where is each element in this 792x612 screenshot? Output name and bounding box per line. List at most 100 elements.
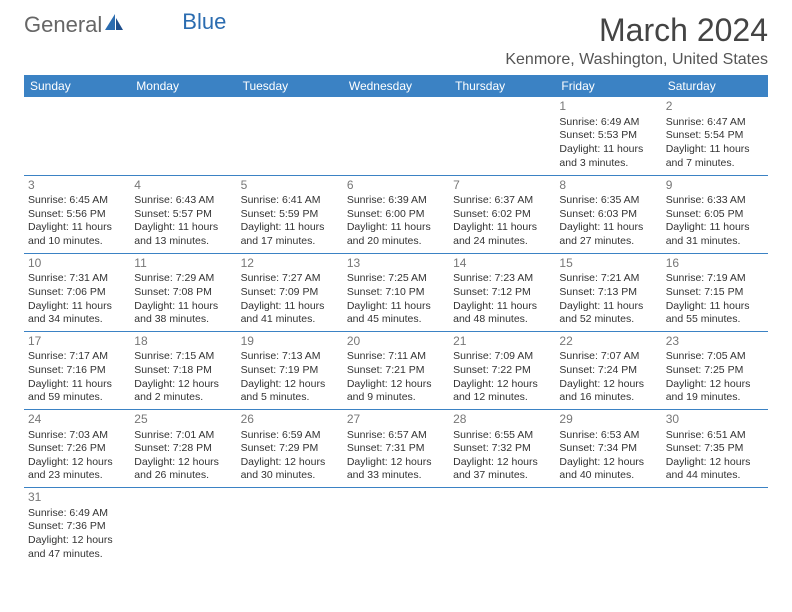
calendar-day-cell (237, 488, 343, 566)
daylight1-text: Daylight: 12 hours (134, 456, 232, 470)
calendar-day-cell: 21Sunrise: 7:09 AMSunset: 7:22 PMDayligh… (449, 331, 555, 409)
day-number: 10 (28, 256, 126, 272)
sunset-text: Sunset: 5:57 PM (134, 208, 232, 222)
calendar-day-cell (449, 488, 555, 566)
daylight1-text: Daylight: 11 hours (347, 221, 445, 235)
sunrise-text: Sunrise: 6:45 AM (28, 194, 126, 208)
daylight1-text: Daylight: 12 hours (241, 456, 339, 470)
daylight1-text: Daylight: 11 hours (559, 300, 657, 314)
logo: General Blue (24, 12, 226, 38)
calendar-day-cell: 27Sunrise: 6:57 AMSunset: 7:31 PMDayligh… (343, 409, 449, 487)
sunrise-text: Sunrise: 6:47 AM (666, 116, 764, 130)
sunset-text: Sunset: 7:36 PM (28, 520, 126, 534)
sunset-text: Sunset: 7:25 PM (666, 364, 764, 378)
weekday-header: Sunday (24, 75, 130, 97)
day-number: 5 (241, 178, 339, 194)
daylight1-text: Daylight: 11 hours (559, 221, 657, 235)
calendar-day-cell (130, 488, 236, 566)
daylight2-text: and 17 minutes. (241, 235, 339, 249)
sunset-text: Sunset: 7:16 PM (28, 364, 126, 378)
logo-sail-icon (103, 12, 125, 38)
day-number: 12 (241, 256, 339, 272)
calendar-day-cell: 18Sunrise: 7:15 AMSunset: 7:18 PMDayligh… (130, 331, 236, 409)
sunrise-text: Sunrise: 7:03 AM (28, 429, 126, 443)
sunset-text: Sunset: 7:29 PM (241, 442, 339, 456)
sunrise-text: Sunrise: 6:41 AM (241, 194, 339, 208)
sunrise-text: Sunrise: 7:19 AM (666, 272, 764, 286)
sunset-text: Sunset: 7:31 PM (347, 442, 445, 456)
daylight2-text: and 52 minutes. (559, 313, 657, 327)
calendar-day-cell: 28Sunrise: 6:55 AMSunset: 7:32 PMDayligh… (449, 409, 555, 487)
daylight1-text: Daylight: 12 hours (347, 456, 445, 470)
daylight1-text: Daylight: 12 hours (134, 378, 232, 392)
daylight1-text: Daylight: 12 hours (453, 378, 551, 392)
sunset-text: Sunset: 7:22 PM (453, 364, 551, 378)
day-number: 30 (666, 412, 764, 428)
weekday-header: Thursday (449, 75, 555, 97)
day-number: 25 (134, 412, 232, 428)
daylight2-text: and 40 minutes. (559, 469, 657, 483)
calendar-day-cell: 2Sunrise: 6:47 AMSunset: 5:54 PMDaylight… (662, 97, 768, 175)
calendar-week-row: 24Sunrise: 7:03 AMSunset: 7:26 PMDayligh… (24, 409, 768, 487)
weekday-header: Tuesday (237, 75, 343, 97)
day-number: 19 (241, 334, 339, 350)
daylight1-text: Daylight: 11 hours (28, 221, 126, 235)
calendar-day-cell (555, 488, 661, 566)
day-number: 13 (347, 256, 445, 272)
calendar-day-cell: 30Sunrise: 6:51 AMSunset: 7:35 PMDayligh… (662, 409, 768, 487)
sunset-text: Sunset: 7:13 PM (559, 286, 657, 300)
logo-text-general: General (24, 12, 102, 38)
sunrise-text: Sunrise: 6:49 AM (28, 507, 126, 521)
weekday-header: Monday (130, 75, 236, 97)
daylight1-text: Daylight: 11 hours (453, 300, 551, 314)
daylight2-text: and 20 minutes. (347, 235, 445, 249)
day-number: 20 (347, 334, 445, 350)
sunset-text: Sunset: 7:34 PM (559, 442, 657, 456)
sunset-text: Sunset: 7:15 PM (666, 286, 764, 300)
weekday-header: Friday (555, 75, 661, 97)
calendar-day-cell: 19Sunrise: 7:13 AMSunset: 7:19 PMDayligh… (237, 331, 343, 409)
daylight1-text: Daylight: 12 hours (666, 378, 764, 392)
page-header: General Blue March 2024 Kenmore, Washing… (24, 12, 768, 69)
day-number: 28 (453, 412, 551, 428)
daylight1-text: Daylight: 12 hours (666, 456, 764, 470)
daylight1-text: Daylight: 11 hours (241, 221, 339, 235)
calendar-day-cell: 11Sunrise: 7:29 AMSunset: 7:08 PMDayligh… (130, 253, 236, 331)
daylight2-text: and 2 minutes. (134, 391, 232, 405)
weekday-header: Wednesday (343, 75, 449, 97)
calendar-day-cell (343, 97, 449, 175)
daylight2-text: and 37 minutes. (453, 469, 551, 483)
day-number: 3 (28, 178, 126, 194)
daylight1-text: Daylight: 11 hours (666, 300, 764, 314)
sunrise-text: Sunrise: 6:57 AM (347, 429, 445, 443)
sunrise-text: Sunrise: 7:31 AM (28, 272, 126, 286)
day-number: 14 (453, 256, 551, 272)
calendar-day-cell: 29Sunrise: 6:53 AMSunset: 7:34 PMDayligh… (555, 409, 661, 487)
calendar-day-cell: 15Sunrise: 7:21 AMSunset: 7:13 PMDayligh… (555, 253, 661, 331)
daylight2-text: and 47 minutes. (28, 548, 126, 562)
calendar-day-cell: 26Sunrise: 6:59 AMSunset: 7:29 PMDayligh… (237, 409, 343, 487)
daylight2-text: and 13 minutes. (134, 235, 232, 249)
logo-text-blue: Blue (182, 9, 226, 35)
calendar-day-cell: 16Sunrise: 7:19 AMSunset: 7:15 PMDayligh… (662, 253, 768, 331)
day-number: 23 (666, 334, 764, 350)
sunrise-text: Sunrise: 6:37 AM (453, 194, 551, 208)
daylight2-text: and 7 minutes. (666, 157, 764, 171)
daylight2-text: and 26 minutes. (134, 469, 232, 483)
daylight2-text: and 19 minutes. (666, 391, 764, 405)
weekday-header: Saturday (662, 75, 768, 97)
calendar-day-cell (130, 97, 236, 175)
day-number: 29 (559, 412, 657, 428)
calendar-day-cell (343, 488, 449, 566)
sunrise-text: Sunrise: 7:13 AM (241, 350, 339, 364)
daylight2-text: and 27 minutes. (559, 235, 657, 249)
sunrise-text: Sunrise: 7:11 AM (347, 350, 445, 364)
sunrise-text: Sunrise: 7:15 AM (134, 350, 232, 364)
calendar-day-cell: 5Sunrise: 6:41 AMSunset: 5:59 PMDaylight… (237, 175, 343, 253)
sunrise-text: Sunrise: 6:35 AM (559, 194, 657, 208)
calendar-day-cell: 9Sunrise: 6:33 AMSunset: 6:05 PMDaylight… (662, 175, 768, 253)
daylight2-text: and 30 minutes. (241, 469, 339, 483)
sunrise-text: Sunrise: 7:29 AM (134, 272, 232, 286)
calendar-week-row: 10Sunrise: 7:31 AMSunset: 7:06 PMDayligh… (24, 253, 768, 331)
sunset-text: Sunset: 7:10 PM (347, 286, 445, 300)
